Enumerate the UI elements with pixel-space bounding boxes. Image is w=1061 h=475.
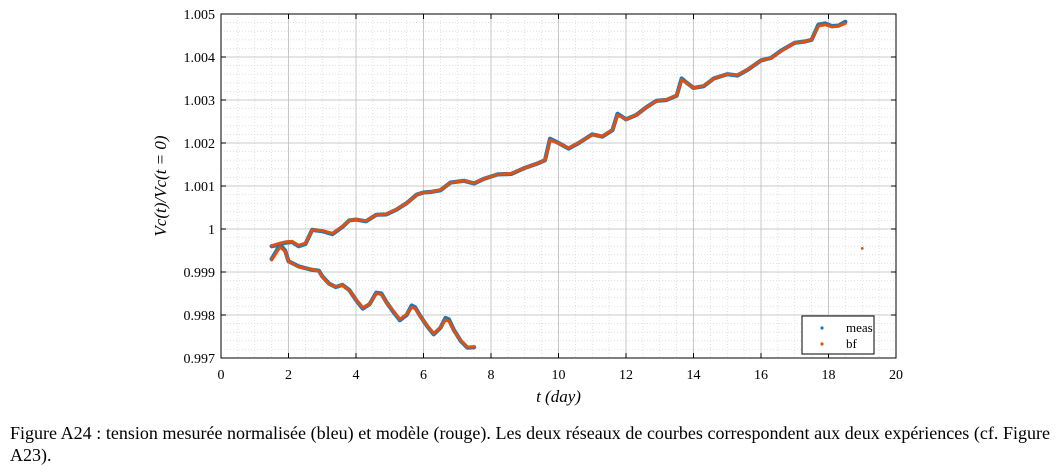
figure-caption: Figure A24 : tension mesurée normalisée …	[10, 423, 1050, 465]
legend-marker-meas	[820, 326, 824, 330]
y-tick-label: 0.997	[184, 352, 216, 367]
x-tick-label: 4	[353, 368, 360, 383]
x-tick-label: 20	[889, 368, 903, 383]
x-tick-label: 18	[822, 368, 836, 383]
y-axis-label: Vc(t)/Vc(t = 0)	[151, 135, 170, 236]
ticks-layer	[220, 13, 897, 359]
legend-label-bf: bf	[846, 336, 858, 351]
series-bf-curve-2	[270, 21, 847, 248]
tick-labels: 0 2 4 6 8 10 12 14 16 18 20 0.997 0.998 0.999 1 1.001 1.…	[184, 8, 904, 383]
y-axis-label-text: Vc(t)/Vc(t = 0)	[151, 135, 170, 236]
x-tick-label: 2	[285, 368, 292, 383]
y-tick-label: 1	[208, 223, 215, 238]
series-layer	[269, 19, 864, 350]
x-tick-label: 0	[218, 368, 225, 383]
x-axis-label: t (day)	[536, 387, 581, 406]
y-tick-label: 1.001	[184, 180, 216, 195]
y-tick-label: 1.003	[184, 94, 216, 109]
y-tick-label: 0.999	[184, 266, 216, 281]
y-tick-label: 1.002	[184, 137, 216, 152]
outlier-point-bf	[860, 246, 864, 250]
x-tick-label: 8	[488, 368, 495, 383]
series-bf-curve-1	[270, 245, 476, 349]
legend-label-meas: meas	[846, 320, 873, 335]
y-tick-label: 0.998	[184, 309, 216, 324]
chart: 0 2 4 6 8 10 12 14 16 18 20 0.997 0.998 0.999 1 1.001 1.…	[151, 8, 904, 406]
legend-box	[801, 315, 875, 355]
y-tick-label: 1.004	[184, 51, 216, 66]
series-bf	[270, 21, 847, 349]
x-tick-label: 12	[619, 368, 633, 383]
x-tick-label: 14	[687, 368, 701, 383]
x-tick-label: 10	[552, 368, 566, 383]
x-tick-label: 16	[754, 368, 768, 383]
legend-marker-bf	[820, 342, 824, 346]
x-tick-label: 6	[420, 368, 427, 383]
y-tick-label: 1.005	[184, 8, 216, 23]
